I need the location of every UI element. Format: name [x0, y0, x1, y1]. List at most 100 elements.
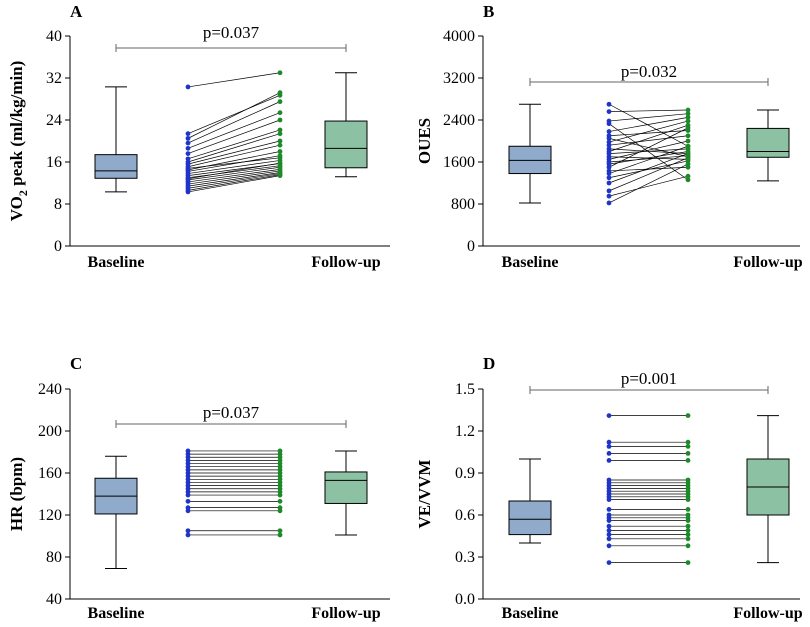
x-category-label: Follow-up — [733, 605, 802, 622]
panel-letter: C — [70, 354, 82, 373]
y-axis-label: VE/VVM — [415, 460, 434, 529]
followup-point — [685, 528, 691, 533]
paired-line — [187, 112, 281, 149]
baseline-point — [606, 543, 612, 549]
baseline-point — [185, 508, 191, 514]
baseline-point — [606, 193, 612, 199]
baseline-point — [606, 180, 612, 186]
paired-line — [608, 109, 689, 112]
followup-point — [277, 173, 283, 179]
paired-line — [187, 119, 281, 154]
paired-line — [608, 160, 689, 179]
followup-point — [685, 560, 691, 565]
followup-point — [685, 507, 691, 512]
followup-point — [685, 118, 691, 124]
followup-point — [277, 155, 283, 161]
paired-line — [608, 148, 689, 154]
y-tick-label: 40 — [46, 28, 62, 45]
paired-line — [608, 117, 689, 132]
baseline-box — [508, 145, 552, 175]
followup-point — [277, 160, 283, 166]
paired-line — [187, 172, 281, 187]
y-tick-label: 1.2 — [455, 423, 475, 440]
followup-point — [277, 99, 283, 105]
baseline-point — [185, 176, 191, 182]
followup-point — [277, 528, 283, 534]
y-axis-label-main: OUES — [415, 118, 434, 164]
followup-point — [277, 142, 283, 148]
y-axis-label-main: HR (bpm) — [7, 457, 26, 531]
y-tick-label: 120 — [38, 507, 62, 524]
paired-line — [608, 123, 689, 181]
followup-point — [685, 413, 691, 418]
baseline-point — [185, 492, 191, 498]
baseline-point — [606, 200, 612, 206]
followup-box — [746, 127, 790, 158]
y-axis-label-rest: peak (ml/kg/min) — [7, 61, 26, 190]
x-category-label: Baseline — [502, 605, 559, 622]
p-value-label: p=0.037 — [203, 403, 260, 422]
y-tick-label: 80 — [46, 549, 62, 566]
y-axis-label: HR (bpm) — [7, 457, 26, 531]
baseline-point — [185, 135, 191, 141]
baseline-point — [606, 175, 612, 181]
followup-point — [277, 117, 283, 123]
followup-point — [277, 149, 283, 154]
paired-line — [187, 175, 281, 193]
paired-line — [187, 140, 281, 165]
followup-point — [685, 497, 691, 502]
followup-point — [277, 492, 283, 498]
baseline-point — [606, 497, 612, 502]
paired-line — [187, 169, 281, 183]
y-tick-label: 0.3 — [455, 549, 475, 566]
paired-line — [187, 129, 281, 160]
baseline-point — [606, 129, 612, 134]
y-tick-label: 0 — [467, 238, 475, 255]
followup-point — [685, 177, 691, 183]
baseline-point — [185, 151, 191, 157]
y-tick-label: 40 — [46, 591, 62, 608]
followup-point — [277, 70, 283, 76]
baseline-point — [606, 109, 612, 114]
chart-panel-d: 0.0 0.3 0.6 0.9 1.2 1.5 Baseline Follow-up D VE/V… — [415, 354, 803, 622]
followup-point — [685, 543, 691, 549]
paired-line — [187, 144, 281, 168]
panel-letter: D — [483, 354, 495, 373]
x-category-label: Follow-up — [311, 605, 380, 622]
followup-point — [277, 508, 283, 514]
chart-panel-a: 0 8 16 24 32 40 Baseline Follow-up A VO2 peak (ml… — [7, 2, 390, 271]
followup-point — [685, 451, 691, 456]
paired-line — [187, 92, 281, 139]
paired-line — [187, 157, 281, 169]
baseline-point — [185, 131, 191, 137]
followup-point — [685, 155, 691, 161]
followup-point — [277, 532, 283, 538]
y-axis-label: VO2 peak (ml/kg/min) — [7, 61, 30, 222]
paired-line — [187, 170, 281, 185]
baseline-point — [606, 536, 612, 542]
y-tick-label: 0 — [54, 238, 62, 255]
followup-point — [685, 161, 691, 167]
panel-letter: B — [483, 2, 494, 21]
y-tick-label: 200 — [38, 423, 62, 440]
followup-point — [685, 536, 691, 542]
panel-letter: A — [70, 2, 83, 21]
y-tick-label: 24 — [46, 112, 62, 129]
paired-line — [187, 174, 281, 191]
followup-point — [685, 151, 691, 157]
paired-line — [608, 153, 689, 184]
paired-line — [608, 124, 689, 152]
paired-line — [608, 145, 689, 174]
y-tick-label: 2400 — [443, 112, 475, 129]
paired-line — [608, 151, 689, 165]
baseline-point — [185, 498, 191, 504]
followup-point — [685, 458, 691, 463]
baseline-point — [185, 140, 191, 146]
baseline-point — [606, 532, 612, 537]
x-category-label: Baseline — [88, 605, 145, 622]
paired-line — [608, 127, 689, 168]
x-category-label: Follow-up — [311, 254, 380, 271]
followup-point — [685, 125, 691, 131]
followup-point — [685, 532, 691, 537]
